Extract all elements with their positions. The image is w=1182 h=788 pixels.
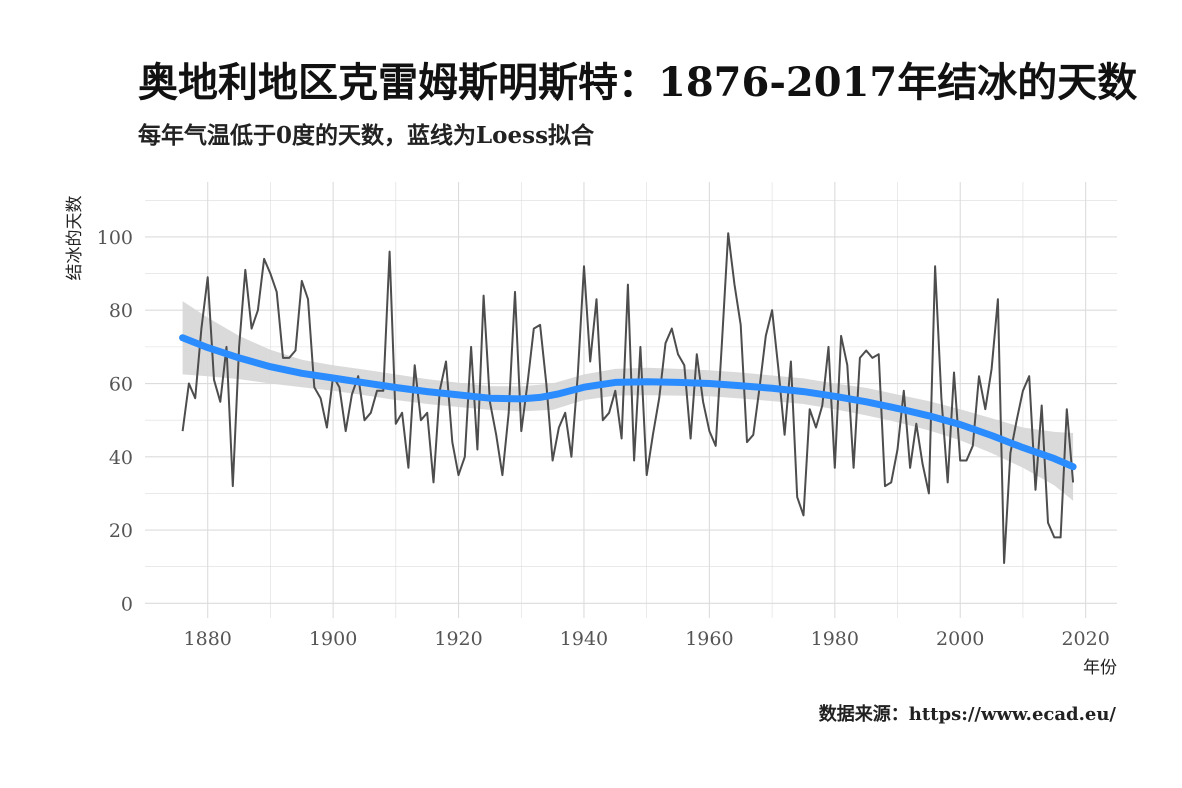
- x-tick-label: 1980: [811, 628, 859, 650]
- y-tick-label: 0: [121, 593, 133, 615]
- x-tick-label: 1880: [184, 628, 232, 650]
- confidence-band: [182, 301, 1074, 501]
- loess-fit-line: [179, 334, 1077, 471]
- y-tick-label: 80: [109, 300, 133, 322]
- chart-title: 奥地利地区克雷姆斯明斯特：1876-2017年结冰的天数: [138, 59, 1138, 106]
- x-tick-label: 1960: [685, 628, 733, 650]
- y-axis-title: 结冰的天数: [65, 196, 85, 281]
- x-tick-label: 1940: [560, 628, 608, 650]
- y-tick-label: 20: [109, 520, 133, 542]
- chart-subtitle: 每年气温低于0度的天数，蓝线为Loess拟合: [138, 122, 595, 149]
- y-tick-label: 100: [97, 227, 133, 249]
- loess-confidence-band: [182, 301, 1074, 501]
- x-tick-label: 1920: [434, 628, 482, 650]
- frost-days-line: [181, 232, 1075, 564]
- x-tick-label: 2020: [1061, 628, 1109, 650]
- data-source-caption: 数据来源：https://www.ecad.eu/: [818, 704, 1116, 725]
- x-tick-label: 1900: [309, 628, 357, 650]
- loess-line-group: [179, 334, 1077, 471]
- x-tick-label: 2000: [936, 628, 984, 650]
- x-axis-title: 年份: [1083, 658, 1117, 678]
- series-line-group: [181, 232, 1075, 564]
- tick-labels: 1880 1900 1920 1940 1960 1980 2000 2020 0 20 40 60 8…: [97, 227, 1110, 650]
- y-tick-label: 40: [109, 447, 133, 469]
- y-tick-label: 60: [109, 374, 133, 396]
